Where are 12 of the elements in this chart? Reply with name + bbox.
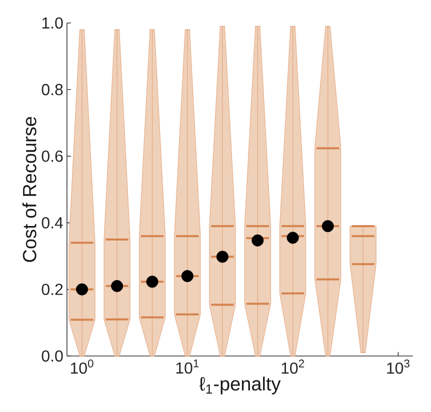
x-axis-title: ℓ$_{1}$-penalty xyxy=(199,376,281,394)
y-tick-label: 0.0 xyxy=(42,350,63,362)
x-tick-label: 10$^{1}$ xyxy=(176,360,199,374)
y-tick-label: 0.2 xyxy=(42,284,63,296)
y-tick-label: 0.6 xyxy=(42,150,63,162)
y-axis-title: Cost of Recourse xyxy=(22,116,36,262)
x-tick-label: 10$^{2}$ xyxy=(282,360,304,374)
y-tick-label: 0.4 xyxy=(42,217,63,228)
x-tick-label: 10$^{0}$ xyxy=(70,360,94,374)
y-tick-label: 0.8 xyxy=(42,84,63,96)
y-tick-label: 1.0 xyxy=(42,17,63,29)
x-tick-label: 10$^{3}$ xyxy=(387,360,410,374)
